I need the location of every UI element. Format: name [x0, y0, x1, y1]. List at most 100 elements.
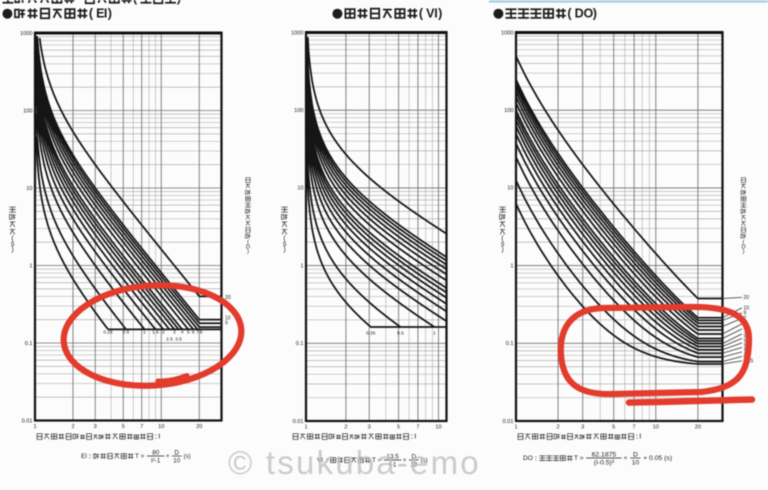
svg-text:20: 20	[196, 424, 202, 430]
svg-text:10: 10	[632, 459, 640, 466]
svg-text:(: (	[419, 6, 424, 20]
svg-text:8: 8	[200, 330, 203, 336]
svg-text:I: I	[639, 432, 641, 441]
svg-text:1000: 1000	[501, 30, 513, 36]
svg-text:1: 1	[33, 424, 36, 430]
svg-text:(: (	[89, 6, 94, 20]
svg-text:T =: T =	[574, 455, 584, 462]
svg-text:): )	[108, 6, 112, 20]
svg-text:(: (	[501, 236, 504, 243]
svg-text:1.5: 1.5	[152, 330, 159, 336]
svg-text:I: I	[414, 432, 416, 441]
svg-text:I: I	[158, 432, 160, 441]
svg-text:20: 20	[695, 425, 701, 431]
svg-text:0.5: 0.5	[123, 330, 130, 336]
svg-text:2: 2	[162, 330, 165, 336]
svg-text:s: s	[11, 241, 15, 248]
svg-text:2: 2	[71, 424, 74, 430]
svg-text:5: 5	[397, 425, 400, 431]
svg-text:10: 10	[173, 457, 180, 464]
svg-text:3: 3	[368, 425, 371, 431]
svg-text:0.25: 0.25	[103, 330, 113, 336]
svg-text:): )	[283, 247, 285, 254]
svg-text:I: I	[104, 6, 108, 20]
svg-text:10: 10	[225, 316, 231, 322]
svg-text:3.5: 3.5	[175, 337, 182, 343]
svg-text:1: 1	[143, 330, 146, 336]
svg-text:VI: VI	[317, 457, 323, 464]
svg-text:T =: T =	[372, 457, 382, 464]
svg-text:): )	[743, 249, 745, 255]
svg-text:0.25: 0.25	[366, 331, 376, 337]
svg-text:): )	[247, 249, 249, 255]
svg-text:0.01: 0.01	[293, 419, 304, 425]
svg-text:0.1: 0.1	[296, 341, 304, 347]
svg-text:© tsukuba-emo: © tsukuba-emo	[228, 444, 481, 481]
svg-text:D: D	[174, 450, 179, 457]
svg-text:(s): (s)	[184, 454, 191, 460]
svg-text:5: 5	[187, 330, 190, 336]
svg-text:×: ×	[403, 458, 407, 464]
svg-text:13.5: 13.5	[387, 454, 400, 461]
svg-text:100: 100	[23, 108, 32, 114]
svg-text:20: 20	[225, 295, 231, 301]
svg-text:2.5: 2.5	[166, 337, 173, 343]
svg-text:(: (	[567, 6, 572, 20]
svg-text:×: ×	[624, 455, 628, 462]
svg-text:): )	[177, 0, 181, 5]
svg-text:s: s	[501, 241, 505, 248]
svg-text:10: 10	[297, 186, 303, 192]
svg-text:7: 7	[196, 330, 199, 336]
svg-text:10: 10	[410, 461, 417, 468]
svg-text:0.5: 0.5	[397, 331, 404, 337]
svg-text:5: 5	[612, 425, 615, 431]
svg-text:10: 10	[26, 186, 32, 192]
svg-text:4: 4	[181, 330, 184, 336]
svg-text:7: 7	[140, 424, 143, 430]
svg-text:10: 10	[435, 425, 441, 431]
svg-text:(: (	[11, 236, 14, 243]
svg-text:100: 100	[504, 108, 513, 114]
svg-text:D: D	[246, 244, 250, 250]
svg-text:6: 6	[192, 330, 195, 336]
svg-text:10: 10	[158, 424, 164, 430]
svg-text:V: V	[426, 6, 435, 20]
svg-text:): )	[438, 6, 442, 20]
svg-text:10: 10	[507, 186, 513, 192]
svg-text:7: 7	[633, 425, 636, 431]
svg-text:D: D	[411, 454, 416, 461]
svg-text:D: D	[575, 6, 584, 20]
svg-text:O: O	[584, 6, 594, 20]
svg-text:0.01: 0.01	[503, 419, 514, 425]
svg-text:1: 1	[514, 425, 517, 431]
svg-text:I²-1: I²-1	[151, 457, 161, 464]
svg-text:1000: 1000	[291, 30, 303, 36]
svg-text:1: 1	[304, 425, 307, 431]
svg-text:(: (	[283, 236, 286, 243]
svg-text:20: 20	[744, 295, 750, 301]
svg-text:80: 80	[152, 450, 159, 457]
svg-text:1: 1	[433, 331, 436, 337]
svg-text:EI: EI	[81, 453, 87, 460]
svg-text:10: 10	[653, 425, 659, 431]
svg-text:I-1: I-1	[389, 461, 397, 468]
svg-text:(: (	[743, 240, 745, 246]
svg-text:9: 9	[744, 311, 747, 317]
svg-text:0.01: 0.01	[22, 418, 33, 424]
svg-text:(: (	[133, 0, 138, 5]
svg-text:(: (	[247, 240, 249, 246]
svg-text:+ 0.05 (s): + 0.05 (s)	[643, 455, 672, 462]
svg-text:3: 3	[173, 330, 176, 336]
svg-text:2: 2	[744, 341, 747, 347]
svg-text:2: 2	[344, 425, 347, 431]
svg-text:I: I	[434, 6, 438, 20]
svg-text:T =: T =	[135, 453, 145, 460]
svg-text:5: 5	[122, 424, 125, 430]
svg-text:100: 100	[294, 108, 303, 114]
svg-text:7: 7	[416, 425, 419, 431]
svg-text:0.1: 0.1	[506, 341, 514, 347]
svg-text:(s): (s)	[421, 458, 428, 464]
svg-text:9: 9	[225, 321, 228, 327]
svg-text:3: 3	[94, 424, 97, 430]
svg-text:3: 3	[744, 332, 747, 338]
